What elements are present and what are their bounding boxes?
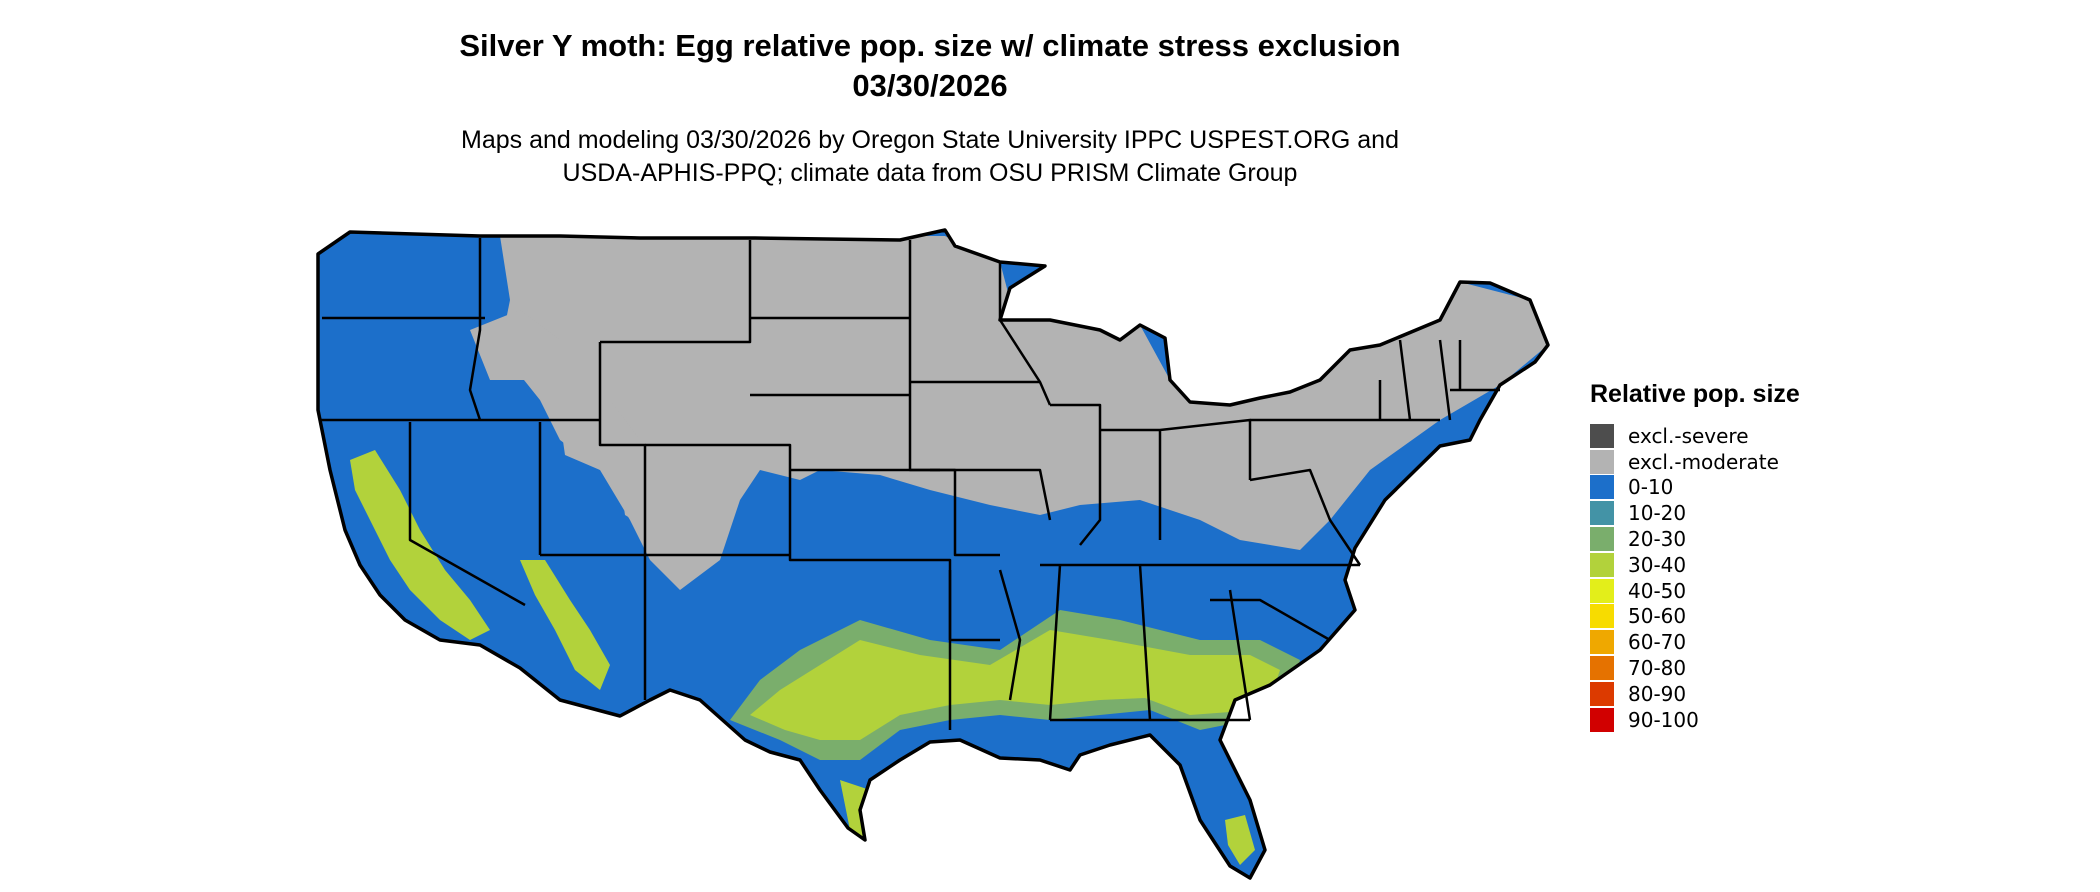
legend-label: 80-90 bbox=[1628, 681, 1687, 706]
legend-item: 80-90 bbox=[1590, 681, 1800, 707]
legend-title: Relative pop. size bbox=[1590, 380, 1800, 408]
legend-label: 0-10 bbox=[1628, 475, 1674, 500]
border-wy-co bbox=[598, 342, 647, 555]
border-ks-ok bbox=[790, 468, 1000, 557]
map-title-line2: 03/30/2026 bbox=[852, 68, 1008, 103]
legend-item: 0-10 bbox=[1590, 475, 1800, 501]
legend-swatch bbox=[1590, 578, 1614, 603]
warm-patches-arizona bbox=[520, 560, 610, 690]
legend-label: 20-30 bbox=[1628, 527, 1687, 552]
excluded-region-north bbox=[500, 236, 1548, 590]
border-id-west bbox=[468, 238, 482, 421]
legend-swatch bbox=[1590, 449, 1614, 474]
legend-swatch bbox=[1590, 423, 1614, 448]
legend-label: 60-70 bbox=[1628, 630, 1687, 655]
border-new-england bbox=[1398, 339, 1500, 421]
map-title-line1: Silver Y moth: Egg relative pop. size w/… bbox=[459, 28, 1401, 63]
map-subtitle-line2: USDA-APHIS-PPQ; climate data from OSU PR… bbox=[562, 159, 1298, 187]
border-ar-la-ms bbox=[948, 569, 1022, 730]
legend-item: 40-50 bbox=[1590, 578, 1800, 604]
border-carolinas bbox=[1210, 598, 1331, 642]
warm-tip-florida bbox=[1225, 815, 1255, 865]
border-co-nm bbox=[645, 443, 792, 555]
legend-item: 20-30 bbox=[1590, 526, 1800, 552]
legend-item: 90-100 bbox=[1590, 707, 1800, 733]
legend-swatch bbox=[1590, 707, 1614, 732]
border-mt-wy bbox=[600, 240, 752, 344]
state-borders bbox=[316, 228, 1550, 880]
legend-swatch bbox=[1590, 475, 1614, 500]
legend-label: 70-80 bbox=[1628, 656, 1687, 681]
legend-swatch bbox=[1590, 527, 1614, 552]
legend-label: 40-50 bbox=[1628, 578, 1687, 603]
legend-label: 10-20 bbox=[1628, 501, 1687, 526]
warm-band-south bbox=[750, 630, 1280, 740]
legend-label: 30-40 bbox=[1628, 552, 1687, 577]
legend-item: excl.-moderate bbox=[1590, 449, 1800, 475]
border-va-wv bbox=[1249, 468, 1362, 566]
legend-label: 50-60 bbox=[1628, 604, 1687, 629]
legend-label: 90-100 bbox=[1628, 707, 1699, 732]
map-fill-layer bbox=[318, 230, 1548, 878]
legend-item: 10-20 bbox=[1590, 500, 1800, 526]
border-dakotas bbox=[750, 316, 910, 397]
legend-items: excl.-severe excl.-moderate 0-10 10-20 20-30… bbox=[1590, 423, 1800, 733]
legend-label: excl.-moderate bbox=[1628, 449, 1779, 474]
legend-item: 30-40 bbox=[1590, 552, 1800, 578]
legend-item: excl.-severe bbox=[1590, 423, 1800, 449]
map-subtitle-line1: Maps and modeling 03/30/2026 by Oregon S… bbox=[461, 126, 1399, 154]
border-il bbox=[1050, 403, 1102, 546]
legend-swatch bbox=[1590, 604, 1614, 629]
legend-item: 70-80 bbox=[1590, 655, 1800, 681]
border-al-ga bbox=[1048, 564, 1252, 721]
legend-swatch bbox=[1590, 552, 1614, 577]
legend-label: excl.-severe bbox=[1628, 423, 1749, 448]
legend: Relative pop. size excl.-severe excl.-mod… bbox=[1590, 380, 1800, 733]
border-mn-wi bbox=[998, 262, 1052, 406]
us-map bbox=[316, 228, 1550, 880]
legend-swatch bbox=[1590, 501, 1614, 526]
legend-item: 60-70 bbox=[1590, 629, 1800, 655]
border-ia-mo bbox=[910, 380, 1052, 521]
legend-swatch bbox=[1590, 630, 1614, 655]
border-ca-nv-diagonal bbox=[408, 422, 526, 607]
legend-swatch bbox=[1590, 656, 1614, 681]
legend-swatch bbox=[1590, 681, 1614, 706]
legend-item: 50-60 bbox=[1590, 604, 1800, 630]
